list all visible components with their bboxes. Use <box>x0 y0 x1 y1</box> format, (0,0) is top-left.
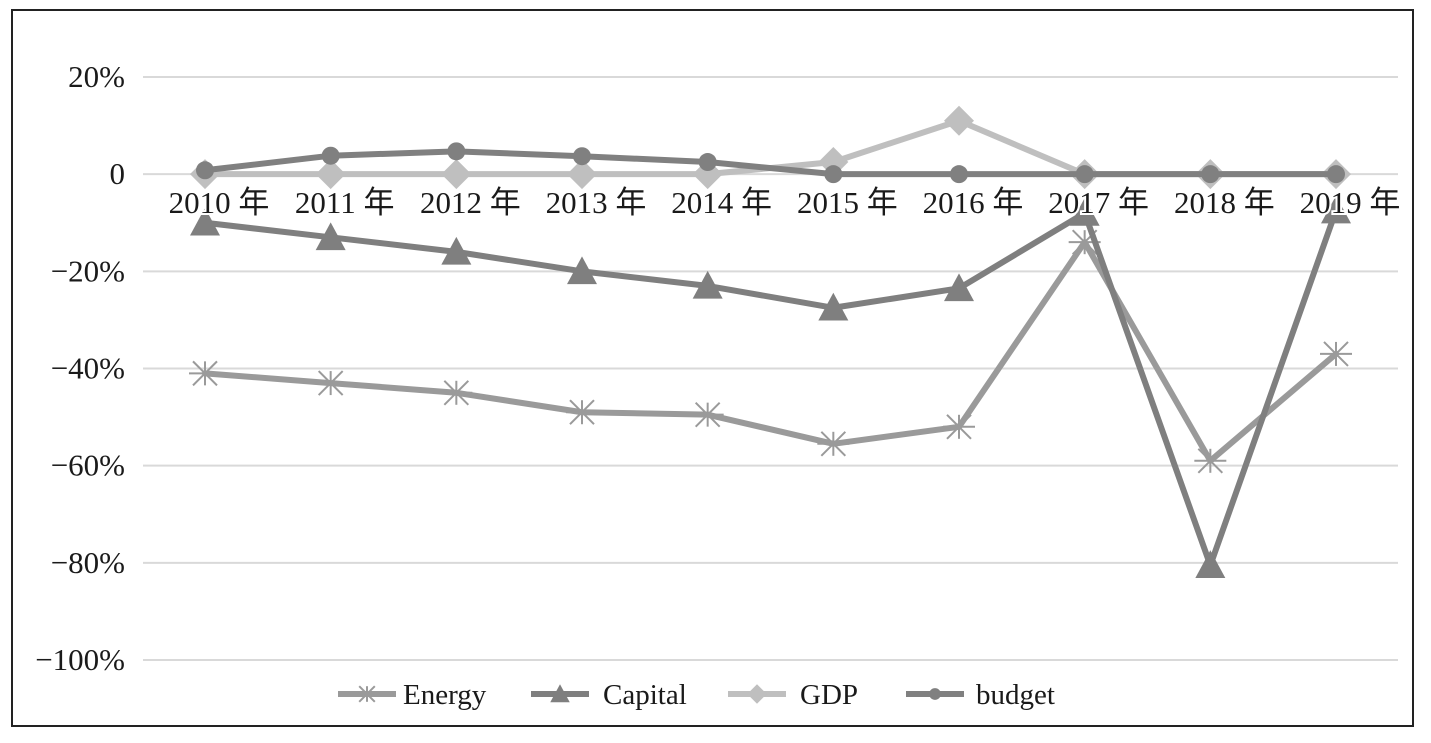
x-tick-label: 2011 年 <box>295 185 395 220</box>
x-tick-label: 2016 年 <box>923 185 1024 220</box>
data-point-marker <box>566 399 598 425</box>
x-tick-label: 2019 年 <box>1300 185 1401 220</box>
y-tick-label: −20% <box>51 253 125 288</box>
data-point-marker <box>817 431 850 457</box>
x-tick-label: 2015 年 <box>797 185 898 220</box>
data-point-marker <box>824 165 843 184</box>
series-line <box>202 207 1339 569</box>
data-point-marker <box>1320 341 1352 367</box>
data-point-marker <box>441 159 472 190</box>
legend-label: Capital <box>603 679 687 711</box>
data-point-marker <box>698 153 717 172</box>
data-point-marker <box>944 105 974 136</box>
series-lines <box>189 105 1352 579</box>
data-point-marker <box>943 414 975 440</box>
data-point-marker <box>950 165 968 184</box>
data-point-marker <box>944 273 974 302</box>
legend-item-budget: budget <box>906 679 1055 711</box>
legend-label: Energy <box>403 679 487 711</box>
data-point-marker <box>356 685 378 703</box>
legend-item-energy: Energy <box>338 679 487 711</box>
data-point-marker <box>567 256 597 285</box>
x-tick-label: 2013 年 <box>546 185 647 220</box>
y-tick-label: −60% <box>51 448 125 483</box>
data-point-marker <box>189 360 221 387</box>
data-point-marker <box>1075 165 1094 184</box>
data-point-marker <box>747 684 767 704</box>
legend-label: GDP <box>800 679 858 711</box>
data-point-marker <box>315 159 346 190</box>
data-point-marker <box>196 161 214 180</box>
data-point-marker <box>315 222 346 251</box>
x-tick-label: 2018 年 <box>1174 185 1275 220</box>
data-point-marker <box>441 236 472 265</box>
data-point-marker <box>691 401 724 428</box>
x-tick-label: 2010 年 <box>169 185 270 220</box>
data-point-marker <box>1327 165 1345 184</box>
data-point-marker <box>447 142 466 161</box>
data-point-marker <box>1321 195 1351 224</box>
data-point-marker <box>567 159 597 190</box>
legend: Energy Capital GDP budget <box>338 679 1055 711</box>
series-energy <box>189 229 1352 474</box>
series-line <box>202 239 1339 464</box>
series-line <box>202 148 1339 178</box>
y-tick-label: 0 <box>110 156 126 191</box>
data-point-marker <box>314 370 347 396</box>
data-point-marker <box>321 146 340 165</box>
y-axis-tick-labels: 20% 0 −20% −40% −60% −80% −100% <box>35 59 125 677</box>
y-tick-label: −80% <box>51 545 125 580</box>
y-tick-label: −100% <box>35 642 125 677</box>
chart-frame: 20% 0 −20% −40% −60% −80% −100% 2010 年 2011 年 20… <box>11 9 1414 727</box>
legend-label: budget <box>976 679 1055 711</box>
data-point-marker <box>1069 198 1100 226</box>
line-chart: 20%0−20%−40%−60%−80%−100% 2010 年 2011 年 20… <box>35 59 1403 711</box>
data-point-marker <box>692 270 723 299</box>
legend-item-capital: Capital <box>531 679 687 711</box>
x-tick-label: 2014 年 <box>671 185 772 220</box>
x-tick-label: 2017 年 <box>1048 185 1149 220</box>
data-point-marker <box>1201 165 1220 184</box>
data-point-marker <box>550 684 570 703</box>
x-axis-tick-labels: 2010 年 2011 年 2012 年 2013 年 2014 年 2015 年 2016… <box>167 183 1403 222</box>
legend-item-gdp: GDP <box>728 679 858 711</box>
series-budget <box>196 142 1345 184</box>
data-point-marker <box>818 292 849 321</box>
series-capital <box>190 195 1351 579</box>
y-tick-label: 20% <box>68 59 125 94</box>
x-tick-label: 2012 年 <box>420 185 521 220</box>
y-tick-label: −40% <box>51 351 125 386</box>
data-point-marker <box>1195 550 1226 579</box>
data-point-marker <box>190 207 220 236</box>
data-point-marker <box>929 688 941 700</box>
data-point-marker <box>573 147 591 166</box>
data-point-marker <box>1194 448 1227 474</box>
data-point-marker <box>440 380 473 406</box>
